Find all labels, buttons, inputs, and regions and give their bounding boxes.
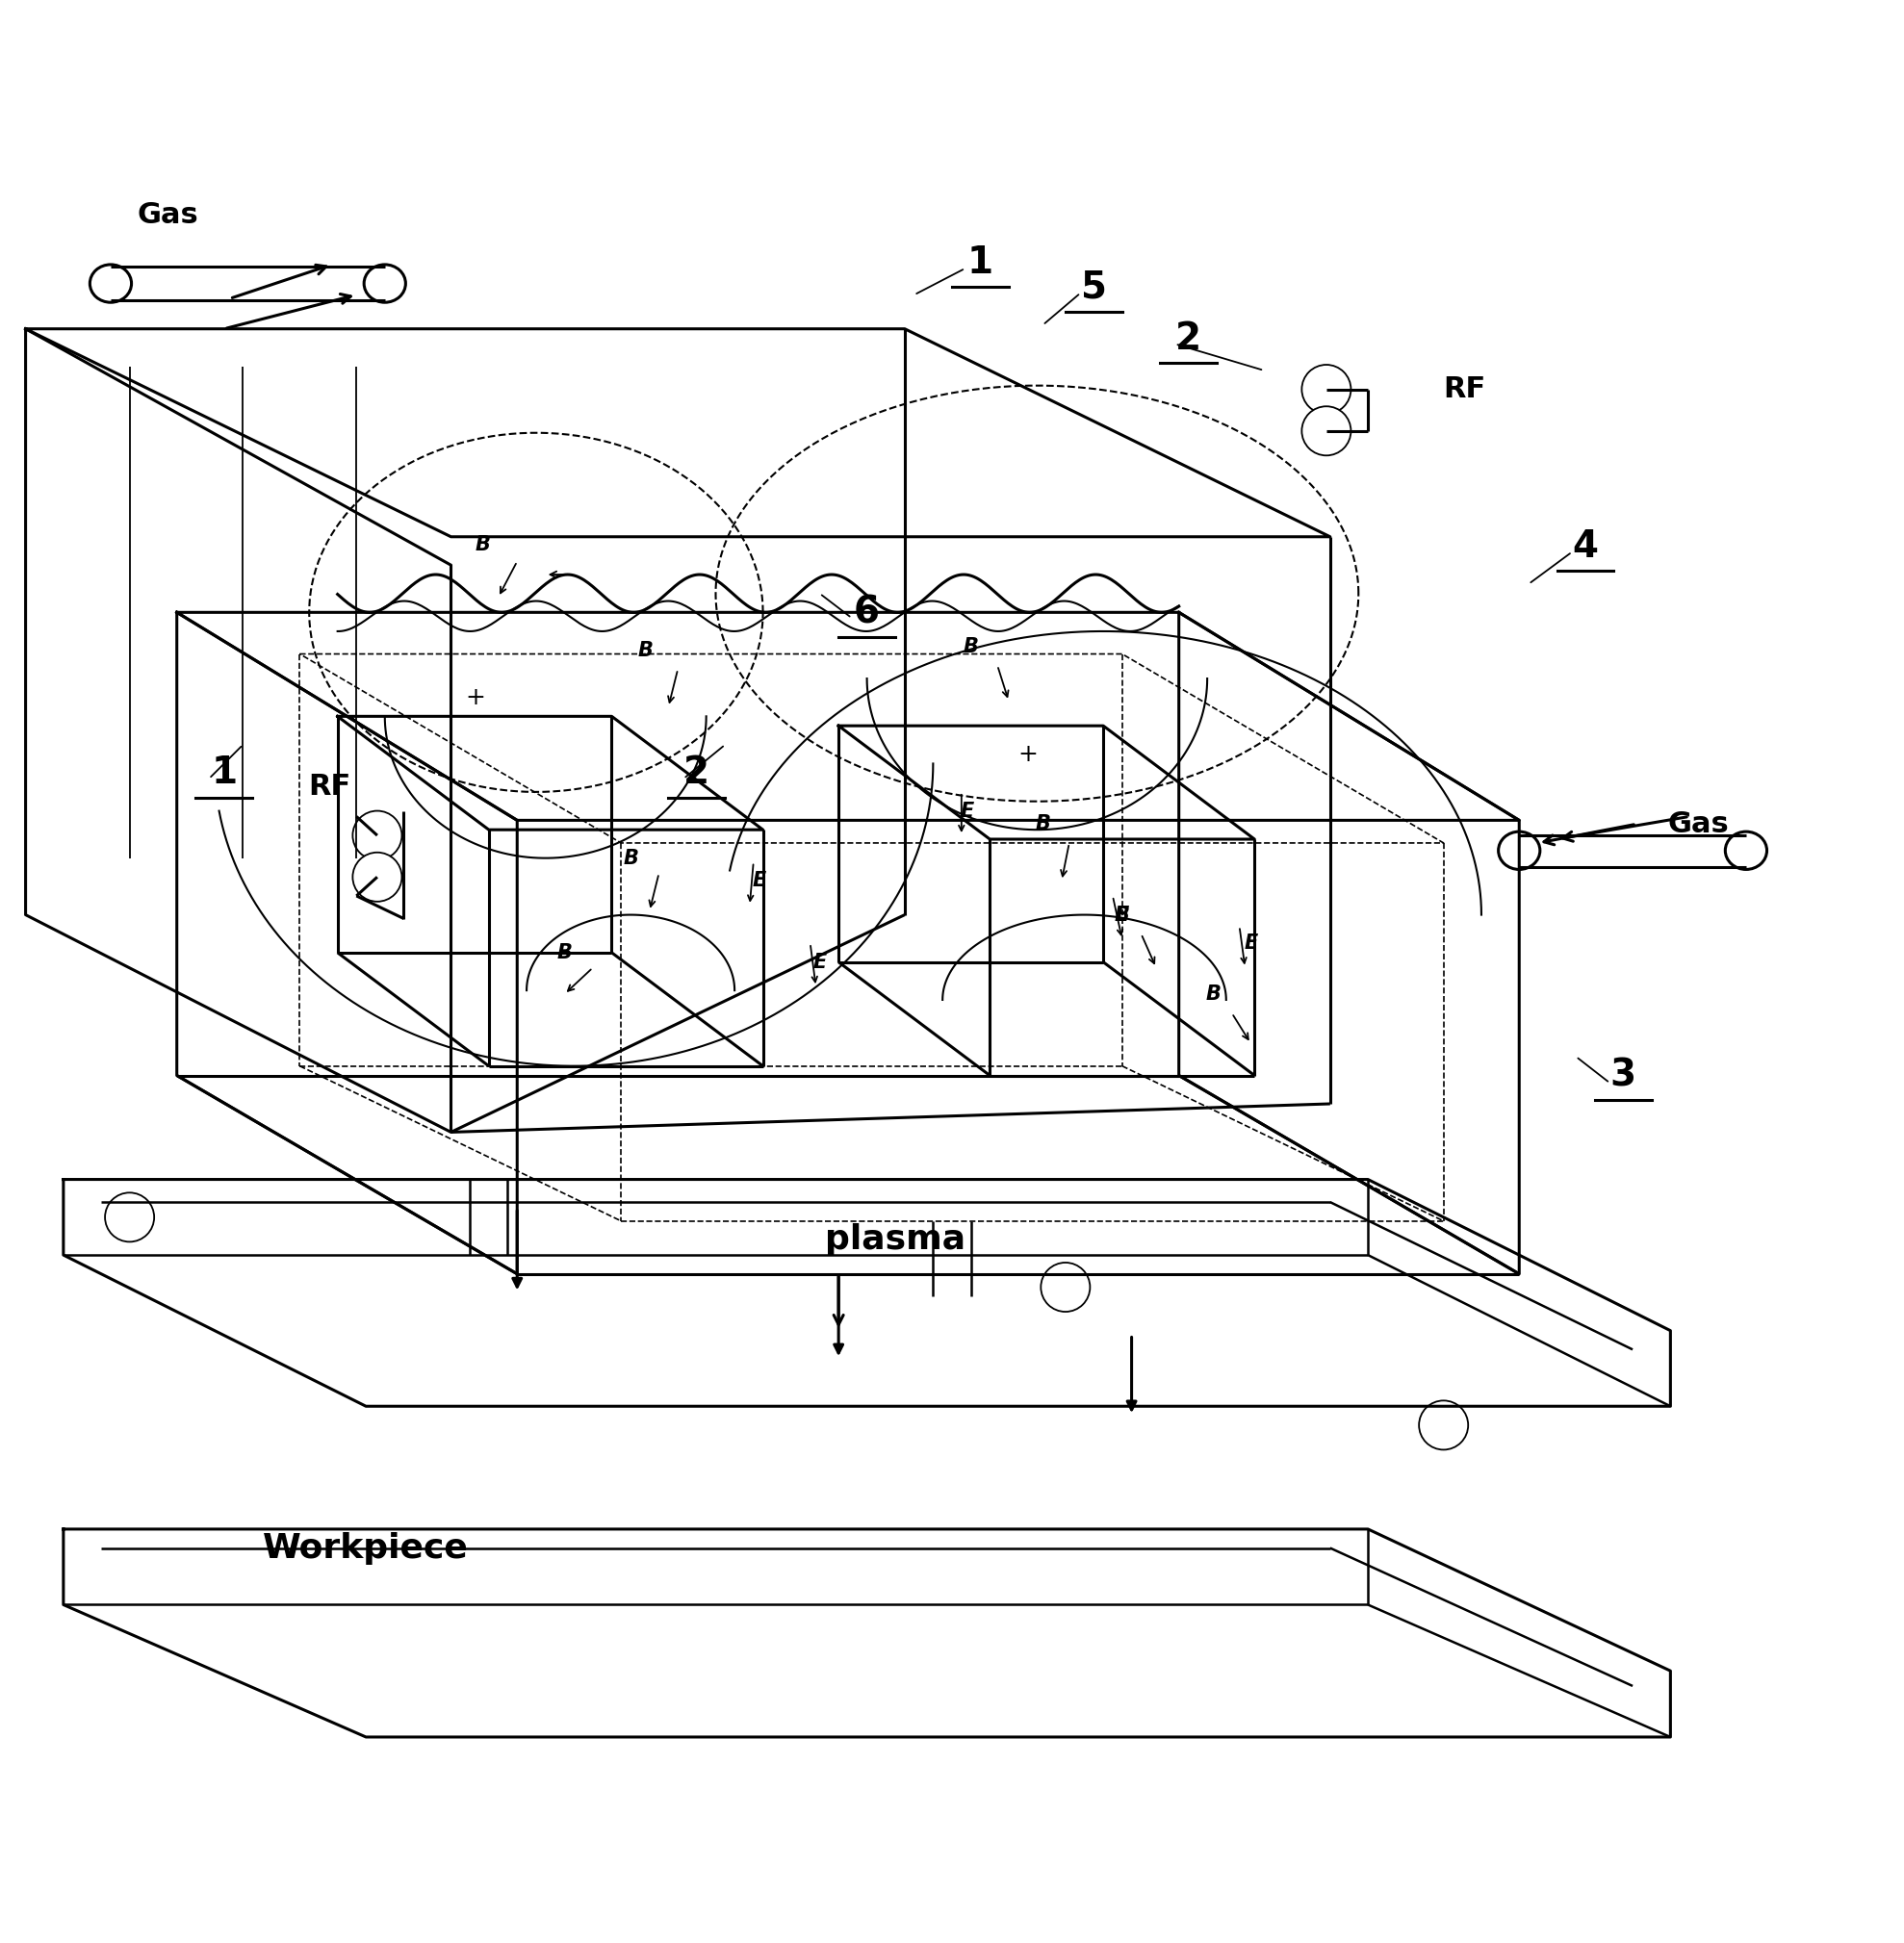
Circle shape [352, 810, 402, 861]
Text: B: B [638, 641, 653, 661]
Text: 1: 1 [967, 245, 994, 282]
Circle shape [352, 853, 402, 902]
Ellipse shape [364, 264, 406, 303]
Text: 6: 6 [853, 595, 880, 631]
Circle shape [1302, 365, 1352, 414]
Text: B: B [623, 849, 638, 869]
Ellipse shape [1725, 832, 1767, 869]
Text: +: + [465, 686, 486, 709]
Text: 3: 3 [1611, 1057, 1636, 1094]
Text: 1: 1 [211, 754, 238, 791]
Text: 2: 2 [684, 754, 710, 791]
Text: 5: 5 [1081, 268, 1106, 305]
Text: B: B [556, 942, 571, 962]
Circle shape [105, 1193, 154, 1242]
Circle shape [1302, 406, 1352, 455]
Circle shape [1418, 1401, 1468, 1449]
Text: Workpiece: Workpiece [263, 1531, 468, 1564]
Text: B: B [1205, 985, 1220, 1005]
Text: E: E [813, 952, 826, 972]
Text: B: B [963, 637, 979, 657]
Circle shape [1041, 1263, 1089, 1312]
Ellipse shape [89, 264, 131, 303]
Text: Gas: Gas [137, 202, 198, 229]
Text: RF: RF [1443, 375, 1487, 404]
Text: RF: RF [308, 771, 350, 801]
Text: +: + [1017, 742, 1038, 766]
Text: E: E [752, 870, 765, 890]
Text: B: B [1036, 814, 1051, 834]
Text: 2: 2 [1175, 321, 1201, 358]
Text: plasma: plasma [824, 1224, 965, 1257]
Text: E: E [960, 801, 975, 820]
Text: E: E [1116, 905, 1129, 925]
Text: B: B [476, 534, 491, 554]
Text: Gas: Gas [1668, 810, 1729, 837]
Ellipse shape [1498, 832, 1540, 869]
Text: 4: 4 [1573, 528, 1597, 565]
Text: B: B [1114, 905, 1129, 925]
Text: E: E [1243, 933, 1257, 952]
